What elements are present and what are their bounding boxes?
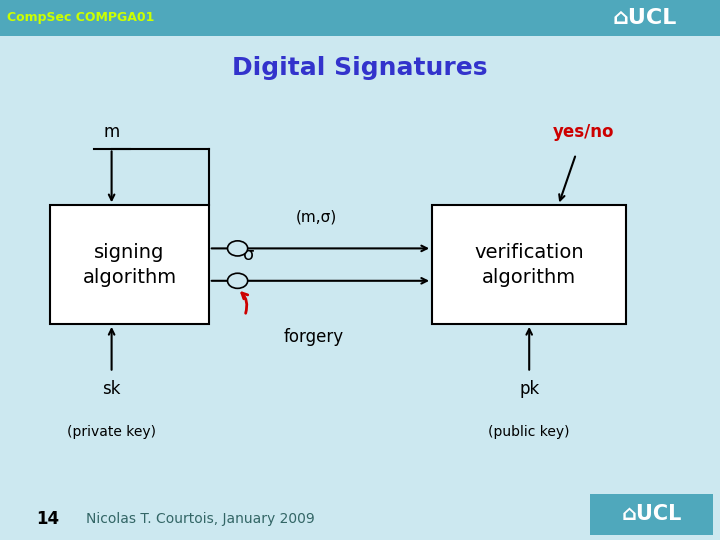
Text: (public key): (public key) — [488, 425, 570, 439]
Text: Digital Signatures: Digital Signatures — [233, 56, 487, 79]
Bar — [50, 205, 209, 324]
Circle shape — [228, 273, 248, 288]
Text: (m,σ): (m,σ) — [296, 209, 338, 224]
Text: signing
algorithm: signing algorithm — [83, 242, 176, 287]
Text: CompSec COMPGA01: CompSec COMPGA01 — [7, 11, 155, 24]
Text: sk: sk — [102, 380, 121, 398]
Bar — [569, 0, 720, 36]
Text: ⌂UCL: ⌂UCL — [621, 504, 682, 524]
Text: verification
algorithm: verification algorithm — [474, 242, 584, 287]
Bar — [590, 494, 713, 535]
Bar — [432, 205, 626, 324]
Text: Nicolas T. Courtois, January 2009: Nicolas T. Courtois, January 2009 — [86, 512, 315, 526]
Text: m: m — [104, 123, 120, 141]
Text: pk: pk — [519, 380, 539, 398]
Text: forgery: forgery — [283, 328, 343, 347]
Text: ⌂UCL: ⌂UCL — [612, 8, 677, 28]
Text: yes/no: yes/no — [552, 123, 614, 141]
Circle shape — [228, 241, 248, 256]
Bar — [0, 0, 720, 36]
Text: 14: 14 — [36, 510, 59, 529]
Text: σ: σ — [243, 246, 254, 264]
Text: (private key): (private key) — [67, 425, 156, 439]
